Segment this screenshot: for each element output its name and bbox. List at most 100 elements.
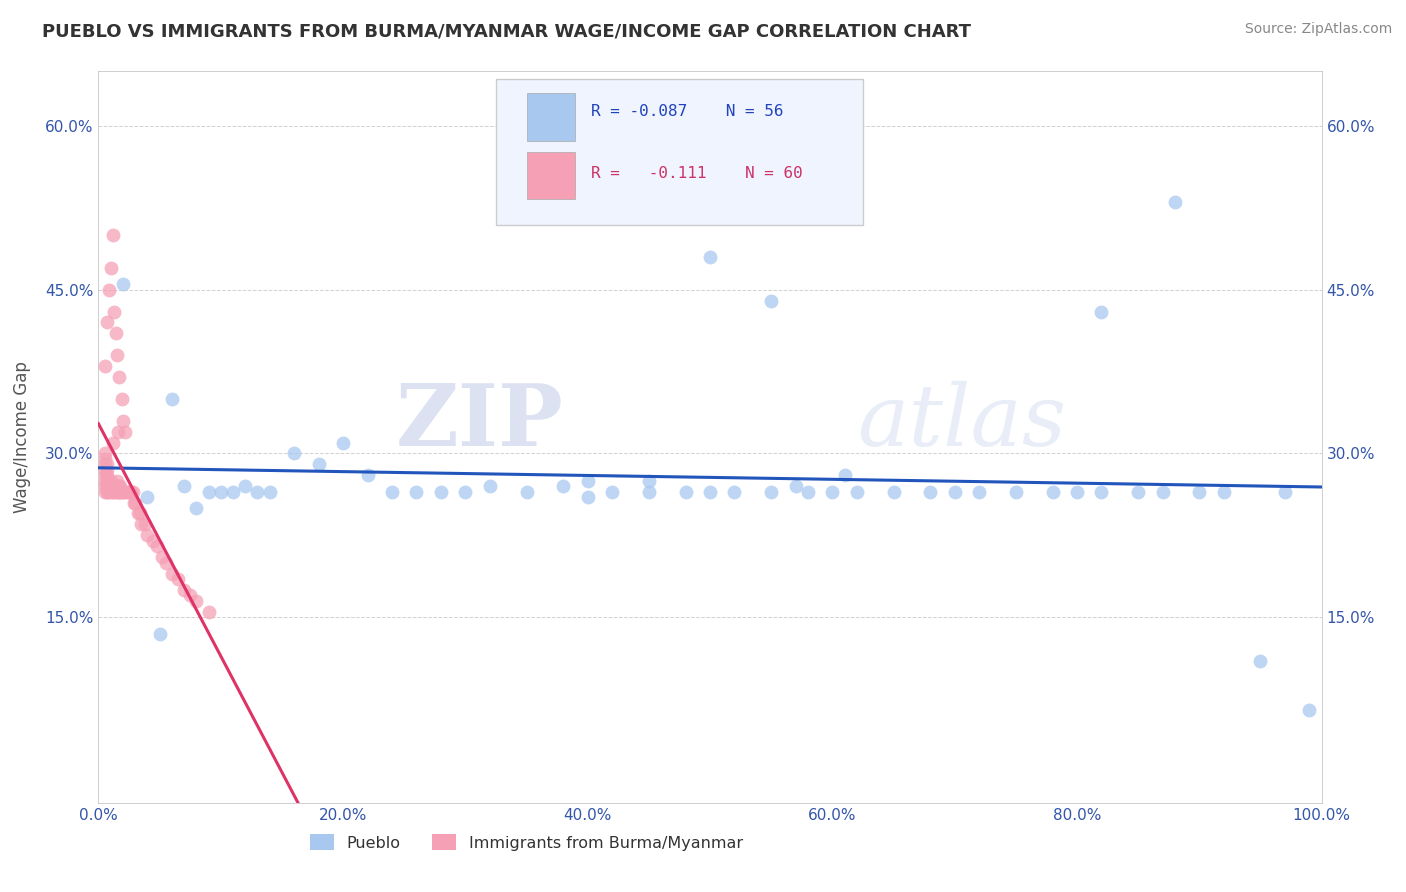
Point (93, 458, 115, 472)
Point (637, 484, 661, 499)
Point (105, 474, 128, 488)
Point (100, 484, 122, 499)
Point (1212, 484, 1234, 499)
Point (186, 594, 208, 608)
Point (97, 484, 120, 499)
Point (107, 484, 129, 499)
Point (834, 468, 856, 483)
Point (197, 605, 219, 619)
FancyBboxPatch shape (527, 152, 575, 200)
Point (107, 425, 129, 439)
Point (699, 484, 721, 499)
Point (1128, 484, 1150, 499)
Point (308, 458, 330, 472)
Point (111, 392, 134, 406)
Point (186, 501, 208, 516)
Point (173, 582, 195, 597)
Text: PUEBLO VS IMMIGRANTS FROM BURMA/MYANMAR WAGE/INCOME GAP CORRELATION CHART: PUEBLO VS IMMIGRANTS FROM BURMA/MYANMAR … (42, 22, 972, 40)
Point (821, 484, 844, 499)
Point (146, 539, 169, 553)
Text: R =   -0.111    N = 60: R = -0.111 N = 60 (592, 166, 803, 181)
Point (1042, 484, 1064, 499)
FancyBboxPatch shape (527, 94, 575, 141)
Point (179, 588, 201, 602)
Point (797, 484, 820, 499)
Point (121, 484, 143, 499)
Point (1066, 484, 1088, 499)
Point (675, 484, 697, 499)
Point (1298, 703, 1320, 717)
Point (1090, 304, 1112, 318)
Point (155, 556, 177, 570)
Point (381, 484, 404, 499)
Point (283, 446, 305, 460)
Point (96, 484, 118, 499)
Point (1249, 654, 1271, 668)
Point (1188, 484, 1211, 499)
Point (118, 484, 141, 499)
Point (209, 484, 232, 499)
Point (103, 484, 125, 499)
Point (920, 484, 942, 499)
Point (96, 463, 118, 477)
Point (93, 468, 115, 483)
Point (104, 326, 127, 341)
Point (111, 484, 134, 499)
Point (110, 479, 132, 493)
Point (96, 315, 118, 329)
Point (967, 484, 990, 499)
Point (105, 484, 128, 499)
Point (576, 474, 599, 488)
Point (100, 479, 122, 493)
Point (1164, 195, 1187, 210)
Point (93, 484, 115, 499)
Point (1090, 484, 1112, 499)
Point (405, 484, 427, 499)
Point (150, 550, 173, 565)
Point (246, 484, 269, 499)
Point (785, 479, 807, 493)
Point (101, 228, 124, 243)
Point (761, 484, 783, 499)
Point (93, 463, 115, 477)
Point (105, 348, 128, 362)
Point (723, 484, 745, 499)
Point (100, 260, 122, 275)
Text: atlas: atlas (856, 381, 1066, 464)
Text: R = -0.087    N = 56: R = -0.087 N = 56 (592, 104, 785, 120)
Point (93, 479, 115, 493)
Point (233, 479, 256, 493)
Point (108, 479, 131, 493)
Text: Source: ZipAtlas.com: Source: ZipAtlas.com (1244, 22, 1392, 37)
Point (1004, 484, 1026, 499)
FancyBboxPatch shape (496, 78, 863, 225)
Point (160, 566, 183, 581)
Point (167, 572, 190, 586)
Point (222, 484, 245, 499)
Point (117, 484, 139, 499)
Point (134, 517, 156, 532)
Point (114, 484, 136, 499)
Point (111, 484, 134, 499)
Point (761, 293, 783, 308)
Point (110, 484, 132, 499)
Point (101, 479, 124, 493)
Point (111, 414, 134, 428)
Point (120, 484, 142, 499)
Point (103, 479, 125, 493)
Point (332, 435, 354, 450)
Point (160, 392, 183, 406)
Point (129, 507, 152, 521)
Point (356, 468, 378, 483)
Point (637, 474, 661, 488)
Point (101, 484, 124, 499)
Point (197, 484, 219, 499)
Point (883, 484, 905, 499)
Point (101, 435, 124, 450)
Point (600, 484, 623, 499)
Point (124, 495, 146, 509)
Point (93, 359, 115, 373)
Point (111, 277, 134, 292)
Point (478, 479, 501, 493)
Point (149, 626, 172, 640)
